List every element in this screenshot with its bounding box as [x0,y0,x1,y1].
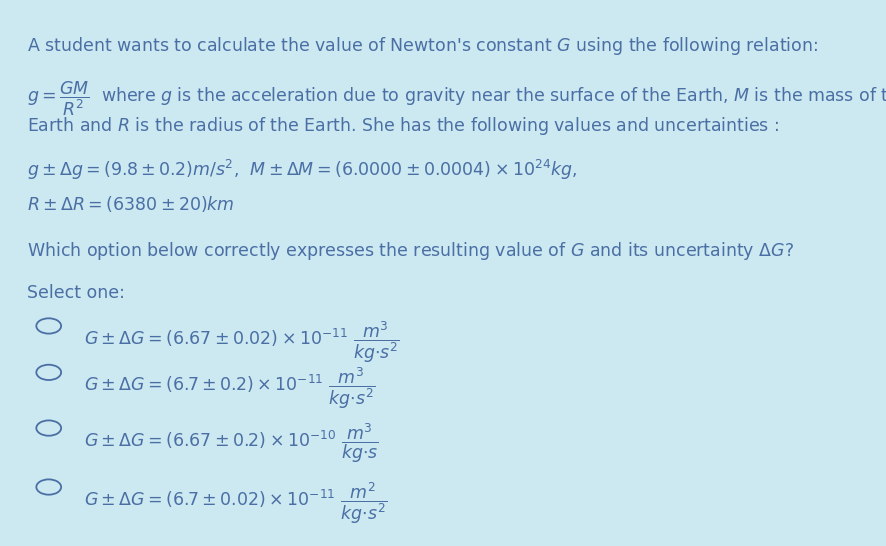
Text: Earth and $R$ is the radius of the Earth. She has the following values and uncer: Earth and $R$ is the radius of the Earth… [27,115,779,136]
Text: Select one:: Select one: [27,284,124,302]
Text: $G \pm \Delta G = (6.67 \pm 0.02) \times 10^{-11}\ \dfrac{m^3}{kg{\cdot}s^2}$: $G \pm \Delta G = (6.67 \pm 0.02) \times… [84,319,400,365]
Text: $G \pm \Delta G = (6.7 \pm 0.2) \times 10^{-11}\ \dfrac{m^3}{kg{\cdot}s^2}$: $G \pm \Delta G = (6.7 \pm 0.2) \times 1… [84,366,376,412]
Text: Which option below correctly expresses the resulting value of $G$ and its uncert: Which option below correctly expresses t… [27,240,794,262]
Text: $R \pm \Delta R = (6380 \pm 20)km$: $R \pm \Delta R = (6380 \pm 20)km$ [27,194,234,214]
Text: $G \pm \Delta G = (6.67 \pm 0.2) \times 10^{-10}\ \dfrac{m^3}{kg{\cdot}s}$: $G \pm \Delta G = (6.67 \pm 0.2) \times … [84,422,379,465]
Text: $G \pm \Delta G = (6.7 \pm 0.02) \times 10^{-11}\ \dfrac{m^2}{kg{\cdot}s^2}$: $G \pm \Delta G = (6.7 \pm 0.02) \times … [84,480,387,526]
Text: $g \pm \Delta g = (9.8 \pm 0.2)m/s^2$,  $M \pm \Delta M = (6.0000 \pm 0.0004) \t: $g \pm \Delta g = (9.8 \pm 0.2)m/s^2$, $… [27,158,577,182]
Text: $g = \dfrac{GM}{R^2}$  where $g$ is the acceleration due to gravity near the sur: $g = \dfrac{GM}{R^2}$ where $g$ is the a… [27,79,886,118]
Text: A student wants to calculate the value of Newton's constant $G$ using the follow: A student wants to calculate the value o… [27,35,818,57]
